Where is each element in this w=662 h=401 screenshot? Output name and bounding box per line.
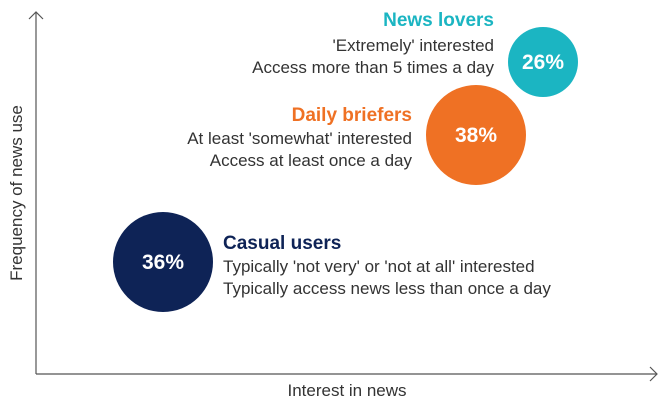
segment-description-news-lovers: 'Extremely' interested xyxy=(333,36,494,55)
segment-description-daily-briefers: At least 'somewhat' interested xyxy=(187,129,412,148)
x-axis-arrow-icon xyxy=(649,366,658,382)
y-axis-arrow-icon xyxy=(28,11,44,20)
segment-news-lovers: 26% News lovers 'Extremely' interested Acce… xyxy=(252,10,578,97)
y-axis-label: Frequency of news use xyxy=(7,105,26,281)
segment-title-news-lovers: News lovers xyxy=(383,10,494,31)
segment-description-casual-users: Typically 'not very' or 'not at all' int… xyxy=(223,257,535,276)
bubble-casual-users xyxy=(113,212,213,312)
bubble-value-daily-briefers: 38% xyxy=(455,124,497,147)
segment-description-daily-briefers: Access at least once a day xyxy=(210,151,413,170)
segment-title-daily-briefers: Daily briefers xyxy=(292,105,412,126)
bubble-daily-briefers xyxy=(426,85,526,185)
x-axis-label: Interest in news xyxy=(287,381,406,400)
bubble-news-lovers xyxy=(508,27,578,97)
bubble-value-casual-users: 36% xyxy=(142,251,184,274)
segment-description-casual-users: Typically access news less than once a d… xyxy=(223,279,551,298)
segment-daily-briefers: 38% Daily briefers At least 'somewhat' int… xyxy=(187,85,526,185)
segment-title-casual-users: Casual users xyxy=(223,233,341,254)
segments-layer: 26% News lovers 'Extremely' interested Acce… xyxy=(113,10,578,312)
bubble-value-news-lovers: 26% xyxy=(522,51,564,74)
segment-casual-users: 36% Casual users Typically 'not very' or '… xyxy=(113,212,551,312)
segment-description-news-lovers: Access more than 5 times a day xyxy=(252,58,494,77)
